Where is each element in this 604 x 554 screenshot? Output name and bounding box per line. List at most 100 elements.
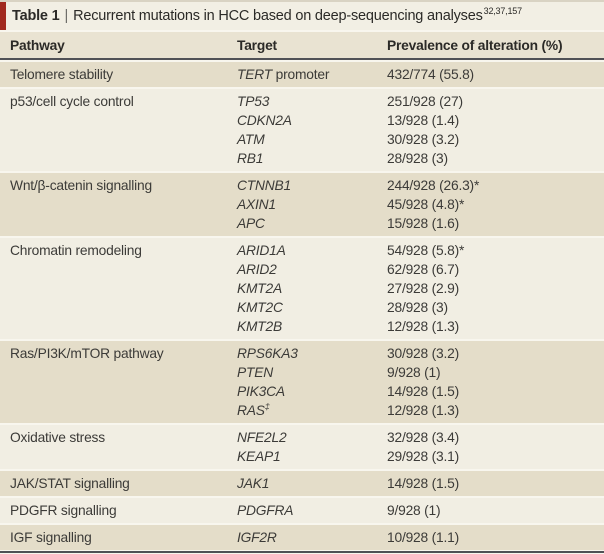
target-cell: RPS6KA3 PTEN PIK3CA RAS‡: [237, 344, 387, 420]
table-section: JAK/STAT signalling JAK1 14/928 (1.5): [0, 471, 604, 496]
prevalence-value: 29/928 (3.1): [387, 449, 460, 464]
pathway-cell: p53/cell cycle control: [10, 94, 134, 109]
prevalence-cell: 32/928 (3.4) 29/928 (3.1): [387, 428, 604, 466]
pathway-cell: Ras/PI3K/mTOR pathway: [10, 346, 164, 361]
gene-symbol: PIK3CA: [237, 384, 285, 399]
target-line: IGF2R: [237, 528, 387, 547]
gene-symbol: KMT2B: [237, 319, 282, 334]
target-line: KMT2B: [237, 317, 387, 336]
prevalence-cell: 30/928 (3.2) 9/928 (1) 14/928 (1.5) 12/928 …: [387, 344, 604, 420]
target-line: AXIN1: [237, 195, 387, 214]
column-header-prevalence: Prevalence of alteration (%): [387, 37, 563, 53]
target-line: RPS6KA3: [237, 344, 387, 363]
pathway-cell: Telomere stability: [10, 67, 113, 82]
pathway-cell: IGF signalling: [10, 530, 92, 545]
target-line: CTNNB1: [237, 176, 387, 195]
pathway-cell: Chromatin remodeling: [10, 243, 142, 258]
prevalence-value: 12/928 (1.3): [387, 403, 460, 418]
target-cell: TP53 CDKN2A ATM RB1: [237, 92, 387, 168]
table-section: IGF signalling IGF2R 10/928 (1.1): [0, 525, 604, 550]
prevalence-value: 244/928 (26.3)*: [387, 178, 480, 193]
prevalence-value: 10/928 (1.1): [387, 530, 460, 545]
prevalence-value: 32/928 (3.4): [387, 430, 460, 445]
prevalence-value: 9/928 (1): [387, 365, 441, 380]
table-section: Chromatin remodeling ARID1A ARID2 KMT2A KMT2…: [0, 238, 604, 339]
prevalence-value: 30/928 (3.2): [387, 346, 460, 361]
title-separator: |: [64, 8, 69, 24]
prevalence-cell: 54/928 (5.8)* 62/928 (6.7) 27/928 (2.9) 28/…: [387, 241, 604, 336]
prevalence-cell: 244/928 (26.3)* 45/928 (4.8)* 15/928 (1.6): [387, 176, 604, 233]
gene-symbol: IGF2R: [237, 530, 277, 545]
gene-symbol: NFE2L2: [237, 430, 287, 445]
pathway-cell: PDGFR signalling: [10, 503, 117, 518]
gene-symbol: KEAP1: [237, 449, 281, 464]
target-cell: IGF2R: [237, 528, 387, 547]
table-section: Oxidative stress NFE2L2 KEAP1 32/928 (3.4) 2…: [0, 425, 604, 469]
prevalence-value: 54/928 (5.8)*: [387, 243, 465, 258]
target-line: APC: [237, 214, 387, 233]
table-body: Telomere stability TERT promoter 432/774 (…: [0, 62, 604, 550]
prevalence-value: 15/928 (1.6): [387, 216, 460, 231]
prevalence-cell: 251/928 (27) 13/928 (1.4) 30/928 (3.2) 28/9…: [387, 92, 604, 168]
bottom-border: [0, 551, 604, 553]
target-cell: PDGFRA: [237, 501, 387, 520]
prevalence-value: 12/928 (1.3): [387, 319, 460, 334]
gene-suffix: promoter: [271, 67, 330, 82]
gene-symbol: RPS6KA3: [237, 346, 298, 361]
column-header-row: Pathway Target Prevalence of alteration …: [0, 32, 604, 60]
table-section: p53/cell cycle control TP53 CDKN2A ATM RB1 25…: [0, 89, 604, 171]
prevalence-value: 13/928 (1.4): [387, 113, 460, 128]
target-line: PTEN: [237, 363, 387, 382]
gene-symbol: JAK1: [237, 476, 270, 491]
gene-symbol: TP53: [237, 94, 270, 109]
target-cell: NFE2L2 KEAP1: [237, 428, 387, 466]
table-section: Telomere stability TERT promoter 432/774 (…: [0, 62, 604, 87]
prevalence-value: 30/928 (3.2): [387, 132, 460, 147]
target-line: RAS‡: [237, 401, 387, 420]
target-line: TP53: [237, 92, 387, 111]
prevalence-value: 28/928 (3): [387, 300, 448, 315]
gene-symbol: KMT2A: [237, 281, 282, 296]
pathway-cell: Oxidative stress: [10, 430, 105, 445]
target-line: RB1: [237, 149, 387, 168]
gene-symbol: AXIN1: [237, 197, 276, 212]
table-section: PDGFR signalling PDGFRA 9/928 (1): [0, 498, 604, 523]
target-line: CDKN2A: [237, 111, 387, 130]
column-header-target: Target: [237, 37, 277, 53]
target-line: PIK3CA: [237, 382, 387, 401]
table-section: Wnt/β-catenin signalling CTNNB1 AXIN1 APC 24…: [0, 173, 604, 236]
accent-bar: [0, 2, 6, 30]
column-header-pathway: Pathway: [10, 37, 65, 53]
target-cell: ARID1A ARID2 KMT2A KMT2C KMT2B: [237, 241, 387, 336]
table-title: Table 1 | Recurrent mutations in HCC based…: [12, 6, 522, 24]
table-title-bar: Table 1 | Recurrent mutations in HCC based…: [0, 2, 604, 30]
gene-symbol: RB1: [237, 151, 264, 166]
gene-footnote-mark: ‡: [264, 401, 270, 412]
gene-symbol: ARID1A: [237, 243, 286, 258]
top-edge-strip: [0, 0, 604, 2]
table-section: Ras/PI3K/mTOR pathway RPS6KA3 PTEN PIK3CA RA…: [0, 341, 604, 423]
prevalence-value: 14/928 (1.5): [387, 476, 460, 491]
prevalence-cell: 10/928 (1.1): [387, 528, 604, 547]
gene-symbol: PDGFRA: [237, 503, 294, 518]
pathway-cell: Wnt/β-catenin signalling: [10, 178, 152, 193]
target-line: PDGFRA: [237, 501, 387, 520]
target-line: KMT2C: [237, 298, 387, 317]
gene-symbol: CTNNB1: [237, 178, 291, 193]
table-title-text: Recurrent mutations in HCC based on deep…: [73, 8, 483, 24]
prevalence-cell: 432/774 (55.8): [387, 65, 604, 84]
prevalence-value: 9/928 (1): [387, 503, 441, 518]
table-number-label: Table 1: [12, 8, 60, 24]
gene-symbol: ARID2: [237, 262, 277, 277]
gene-symbol: KMT2C: [237, 300, 283, 315]
target-line: ARID1A: [237, 241, 387, 260]
gene-symbol: ATM: [237, 132, 265, 147]
gene-symbol: APC: [237, 216, 265, 231]
prevalence-cell: 14/928 (1.5): [387, 474, 604, 493]
prevalence-value: 14/928 (1.5): [387, 384, 460, 399]
target-cell: TERT promoter: [237, 65, 387, 84]
target-cell: CTNNB1 AXIN1 APC: [237, 176, 387, 233]
target-cell: JAK1: [237, 474, 387, 493]
title-reference-numbers: 32,37,157: [483, 6, 522, 17]
